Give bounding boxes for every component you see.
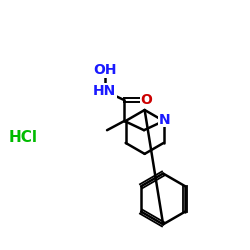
Text: N: N xyxy=(159,113,170,127)
Text: O: O xyxy=(140,93,152,107)
Text: HN: HN xyxy=(93,84,116,98)
Text: OH: OH xyxy=(93,63,116,77)
Text: HCl: HCl xyxy=(9,130,38,145)
